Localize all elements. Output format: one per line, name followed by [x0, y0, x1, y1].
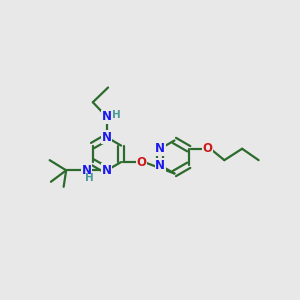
Text: N: N — [102, 131, 112, 144]
Text: N: N — [102, 164, 112, 177]
Text: N: N — [102, 110, 112, 124]
Text: O: O — [203, 142, 213, 155]
Text: N: N — [155, 159, 165, 172]
Text: N: N — [155, 142, 165, 155]
Text: N: N — [82, 164, 92, 177]
Text: H: H — [85, 173, 93, 183]
Text: H: H — [112, 110, 121, 120]
Text: O: O — [136, 156, 146, 169]
